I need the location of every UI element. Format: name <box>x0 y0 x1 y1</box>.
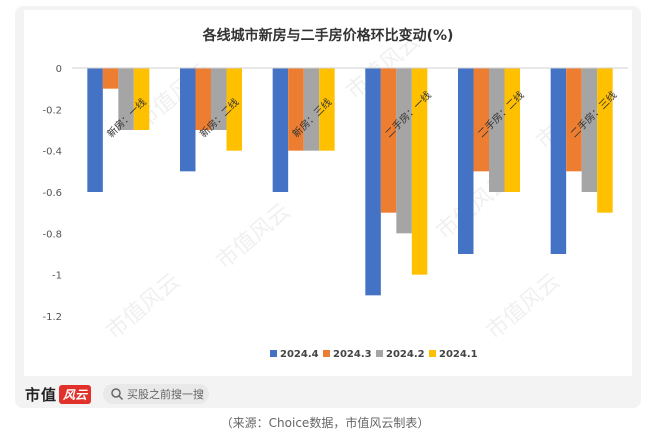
bar-2024.1 <box>226 68 242 151</box>
bar-2024.2 <box>489 68 505 192</box>
bar-2024.4 <box>272 68 289 192</box>
legend-label: 2024.4 <box>280 349 319 360</box>
legend-swatch <box>429 350 436 357</box>
y-tick-label: -1.2 <box>42 312 62 323</box>
watermark-text: 市值风云 <box>102 269 185 345</box>
bar-2024.1 <box>597 68 613 213</box>
legend-swatch <box>270 350 277 357</box>
legend-label: 2024.2 <box>386 349 425 360</box>
y-tick-label: -0.8 <box>42 229 62 240</box>
bar-2024.3 <box>380 68 397 213</box>
watermark-text: 市值风云 <box>482 269 565 345</box>
bar-2024.3 <box>473 68 489 172</box>
search-icon <box>111 388 124 401</box>
bar-2024.1 <box>411 68 428 275</box>
brand-name: 市值 <box>25 385 58 404</box>
brand-logo[interactable]: 市值 风云 <box>25 384 92 404</box>
y-tick-label: -1 <box>52 271 62 282</box>
y-tick-label: -0.6 <box>42 188 62 199</box>
bar-2024.1 <box>133 68 150 130</box>
chart-title: 各线城市新房与二手房价格环比变动(%) <box>202 27 454 44</box>
bar-2024.2 <box>581 68 598 192</box>
bar-2024.2 <box>396 68 412 234</box>
bar-chart: 市值风云市值风云市值风云市值风云市值风云市值风云市值风云各线城市新房与二手房价格… <box>42 27 628 360</box>
y-tick-label: -0.2 <box>42 105 62 116</box>
watermark-text: 市值风云 <box>212 199 295 275</box>
source-caption: （来源：Choice数据，市值风云制表） <box>220 416 430 430</box>
legend-swatch <box>323 350 330 357</box>
search-placeholder: 买股之前搜一搜 <box>127 388 204 401</box>
brand-footer: 市值 风云 买股之前搜一搜 <box>15 378 641 408</box>
bar-2024.4 <box>458 68 474 254</box>
bar-2024.3 <box>195 68 211 130</box>
y-tick-label: 0 <box>56 64 62 75</box>
bar-2024.3 <box>288 68 304 151</box>
bar-2024.3 <box>102 68 119 89</box>
bar-2024.2 <box>303 68 320 151</box>
legend-swatch <box>376 350 383 357</box>
chart-area: 市值风云市值风云市值风云市值风云市值风云市值风云市值风云各线城市新房与二手房价格… <box>24 10 632 376</box>
chart-card: 市值风云市值风云市值风云市值风云市值风云市值风云市值风云各线城市新房与二手房价格… <box>15 6 641 408</box>
bar-2024.4 <box>365 68 381 296</box>
y-tick-label: -0.4 <box>42 147 62 158</box>
search-box[interactable]: 买股之前搜一搜 <box>103 384 209 404</box>
brand-badge: 风云 <box>59 384 92 404</box>
bar-2024.1 <box>504 68 520 192</box>
bar-2024.3 <box>566 68 582 172</box>
legend-label: 2024.1 <box>439 349 478 360</box>
bar-2024.1 <box>319 68 335 151</box>
legend-label: 2024.3 <box>333 349 372 360</box>
bar-2024.4 <box>180 68 196 172</box>
bar-2024.2 <box>211 68 227 130</box>
bar-2024.4 <box>550 68 567 254</box>
bar-2024.2 <box>118 68 134 130</box>
bar-2024.4 <box>87 68 103 192</box>
